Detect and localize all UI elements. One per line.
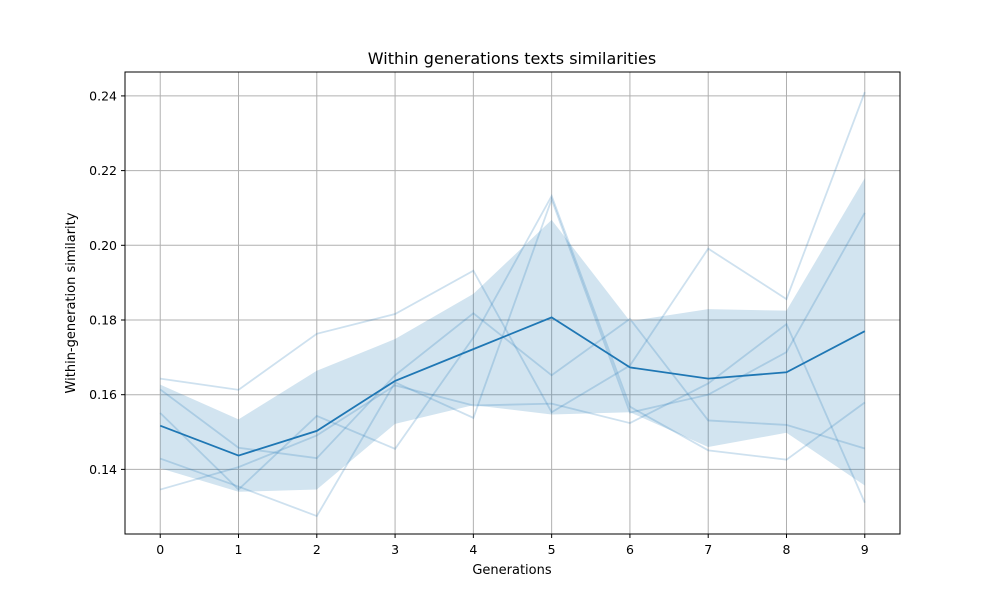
x-tick-label: 9 (861, 542, 869, 557)
chart-title: Within generations texts similarities (368, 49, 656, 68)
x-ticks: 0 1 2 3 4 5 6 7 8 9 (156, 534, 869, 557)
x-tick-label: 4 (469, 542, 477, 557)
y-tick-label: 0.14 (89, 462, 117, 477)
x-axis-label: Generations (472, 563, 552, 578)
confidence-band (160, 178, 865, 492)
x-tick-label: 2 (313, 542, 321, 557)
x-tick-label: 5 (548, 542, 556, 557)
y-tick-label: 0.20 (89, 238, 117, 253)
grid-lines (125, 72, 900, 534)
x-tick-label: 3 (391, 542, 399, 557)
x-tick-label: 0 (156, 542, 164, 557)
run-line (159, 312, 866, 460)
run-line (159, 322, 866, 503)
run-line (159, 193, 866, 491)
x-tick-label: 7 (704, 542, 712, 557)
y-tick-label: 0.22 (89, 163, 117, 178)
mean-line (159, 316, 866, 457)
confidence-band-layer (160, 178, 865, 492)
y-axis-label: Within-generation similarity (64, 212, 79, 393)
plot-frame (124, 71, 901, 535)
y-tick-label: 0.16 (89, 387, 117, 402)
y-tick-label: 0.24 (89, 88, 117, 103)
x-tick-label: 8 (783, 542, 791, 557)
y-ticks: 0.14 0.16 0.18 0.20 0.22 0.24 (89, 88, 125, 477)
run-lines-layer (159, 91, 866, 518)
x-tick-label: 1 (235, 542, 243, 557)
y-tick-label: 0.18 (89, 312, 117, 327)
run-line (159, 196, 866, 518)
run-line (160, 91, 866, 414)
x-tick-label: 6 (626, 542, 634, 557)
mean-line-layer (159, 316, 866, 457)
